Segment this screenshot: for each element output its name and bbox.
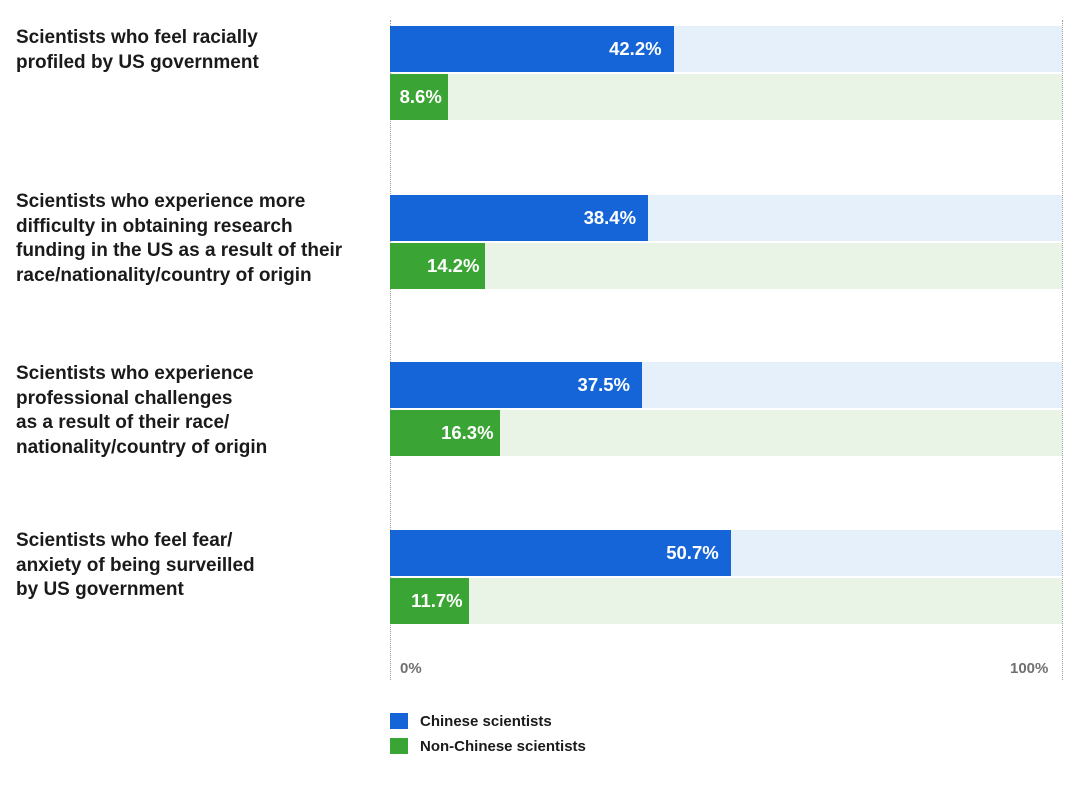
bar-value-label: 14.2%: [426, 255, 480, 276]
bar-track-nonchinese-4: [390, 578, 1062, 624]
legend-item-chinese: Chinese scientists: [390, 711, 552, 731]
bar-chinese-1: 42.2%: [390, 26, 674, 72]
bar-chinese-2: 38.4%: [390, 195, 649, 241]
bar-track-nonchinese-2: [390, 243, 1062, 289]
bar-nonchinese-3: 16.3%: [390, 410, 500, 456]
bar-value-label: 8.6%: [399, 86, 442, 107]
bar-chinese-3: 37.5%: [390, 362, 642, 408]
category-label-3: Scientists who experience professional c…: [16, 363, 268, 458]
bar-value-label: 11.7%: [411, 590, 463, 611]
x-tick-label-100: 100%: [1010, 660, 1049, 677]
category-label-1: Scientists who feel racially profiled by…: [16, 27, 259, 73]
legend-item-non-chinese: Non-Chinese scientists: [390, 736, 586, 756]
bar-track-nonchinese-3: [390, 410, 1062, 456]
bar-nonchinese-4: 11.7%: [390, 578, 469, 624]
bar-value-label: 16.3%: [441, 422, 494, 443]
axis-line-zero: [390, 20, 391, 680]
legend-label-chinese: Chinese scientists: [420, 712, 552, 730]
bar-value-label: 50.7%: [666, 542, 719, 563]
legend-swatch-non-chinese: [390, 738, 408, 754]
bar-chinese-4: 50.7%: [390, 530, 731, 576]
bar-track-nonchinese-1: [390, 74, 1062, 120]
bar-value-label: 37.5%: [577, 374, 630, 395]
legend-swatch-chinese: [390, 713, 408, 729]
legend-label-non-chinese: Non-Chinese scientists: [420, 737, 586, 755]
bar-value-label: 38.4%: [583, 207, 637, 228]
bar-nonchinese-1: 8.6%: [390, 74, 448, 120]
category-label-2: Scientists who experience more difficult…: [16, 191, 343, 286]
x-tick-label-0: 0%: [400, 660, 422, 677]
axis-line-hundred: [1062, 20, 1063, 680]
bar-value-label: 42.2%: [609, 38, 662, 59]
category-label-4: Scientists who feel fear/ anxiety of bei…: [16, 530, 255, 600]
bar-nonchinese-2: 14.2%: [390, 243, 486, 289]
